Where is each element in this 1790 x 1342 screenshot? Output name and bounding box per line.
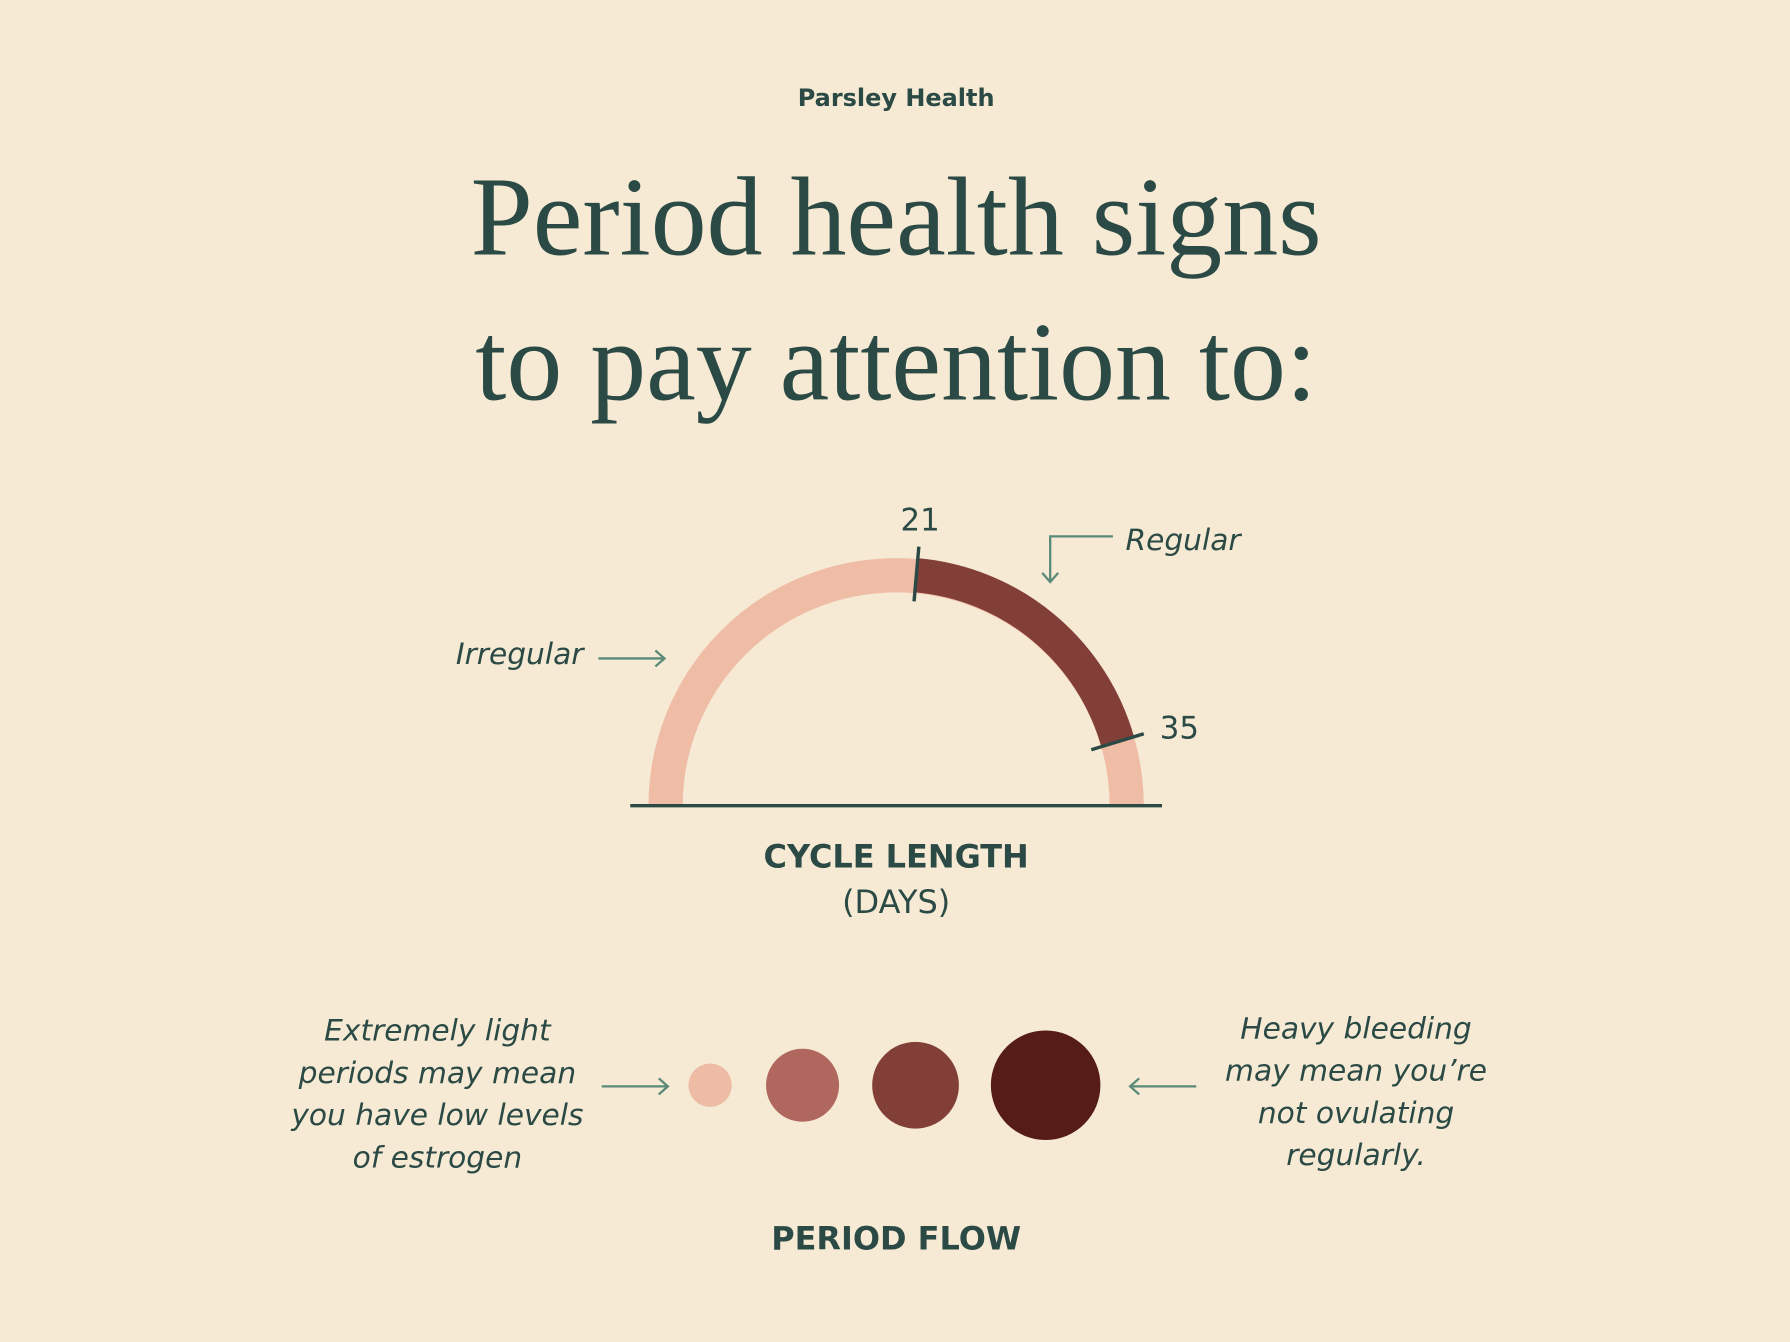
title-line: to pay attention to: [475, 300, 1317, 424]
flow-circle [688, 1063, 732, 1107]
tick-label: 35 [1160, 710, 1199, 746]
note-line: Heavy bleeding [1240, 1010, 1472, 1045]
note-line: you have low levels [290, 1097, 583, 1132]
axis-unit: (DAYS) [842, 883, 950, 921]
axis-label: CYCLE LENGTH [764, 837, 1029, 875]
brand: Parsley Health [798, 84, 995, 112]
tick-label: 21 [901, 503, 940, 539]
flow-circle [990, 1030, 1101, 1141]
note-line: may mean you’re [1225, 1053, 1487, 1088]
note-line: periods may mean [298, 1055, 577, 1090]
annotation: Regular [1126, 522, 1243, 557]
note-line: not ovulating [1258, 1095, 1454, 1130]
flow-circle [872, 1041, 959, 1129]
gauge-regular [914, 558, 1135, 747]
section-label: PERIOD FLOW [771, 1220, 1021, 1258]
tick [1090, 732, 1145, 752]
arrow [1128, 1077, 1197, 1096]
arrow [598, 649, 667, 668]
note-line: regularly. [1286, 1137, 1426, 1172]
note-line: of estrogen [353, 1139, 523, 1174]
flow-circle [766, 1048, 840, 1122]
arrow [601, 1077, 670, 1096]
note-line: Extremely light [324, 1013, 552, 1048]
arrow [1041, 535, 1113, 584]
annotation: Irregular [456, 636, 585, 671]
tick [912, 546, 921, 602]
title-line: Period health signs [471, 155, 1322, 279]
